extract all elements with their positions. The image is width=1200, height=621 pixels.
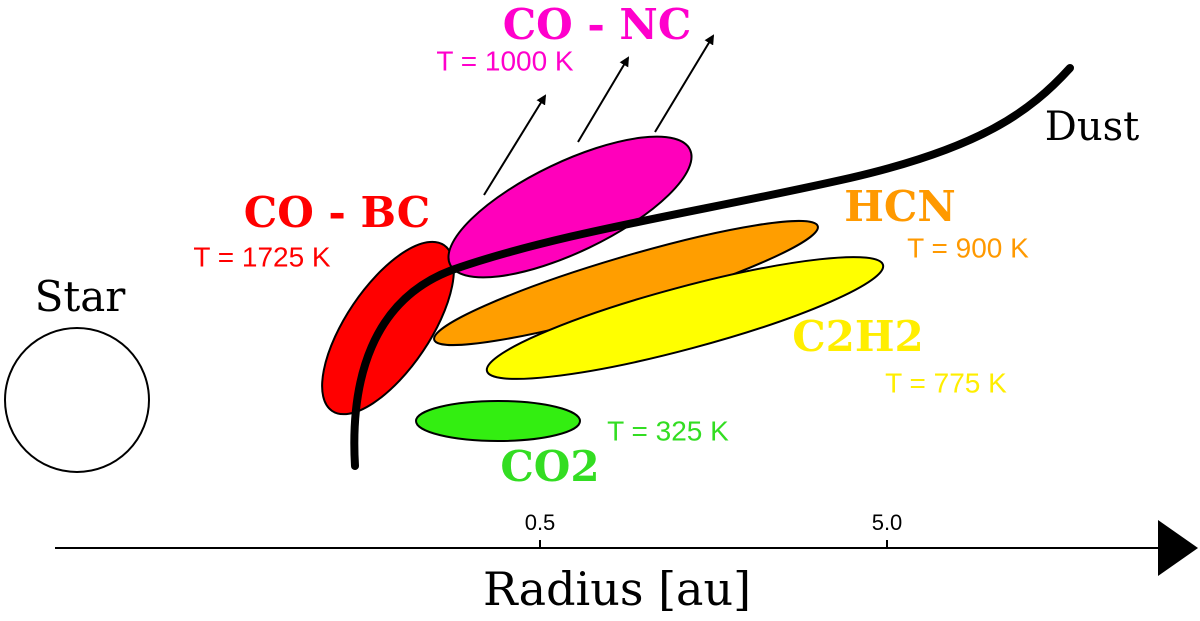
arrow: [577, 56, 630, 143]
component-temperature: T = 325 K: [607, 415, 729, 446]
dust-curve: [350, 64, 1074, 470]
co2-region: [415, 400, 581, 442]
axis-label: Radius [au]: [483, 562, 751, 616]
component-name: CO2: [500, 442, 599, 491]
component-name: C2H2: [792, 312, 924, 361]
axis-arrowhead: [1158, 520, 1198, 576]
tick-label: 0.5: [525, 510, 556, 535]
tick-label: 5.0: [872, 510, 903, 535]
co-nc-region: [447, 135, 693, 279]
component-name: CO - NC: [503, 0, 692, 49]
arrow: [483, 94, 547, 196]
star-label: Star: [35, 272, 127, 321]
arrow: [654, 34, 715, 133]
component-temperature: T = 775 K: [885, 367, 1007, 398]
component-name: HCN: [844, 182, 956, 231]
component-name: CO - BC: [244, 188, 430, 237]
component-temperature: T = 1725 K: [193, 241, 331, 272]
component-temperature: T = 1000 K: [436, 45, 574, 76]
star: [4, 327, 150, 473]
component-temperature: T = 900 K: [907, 232, 1029, 263]
dust-label: Dust: [1045, 104, 1139, 150]
c2h2-region: [485, 256, 885, 380]
